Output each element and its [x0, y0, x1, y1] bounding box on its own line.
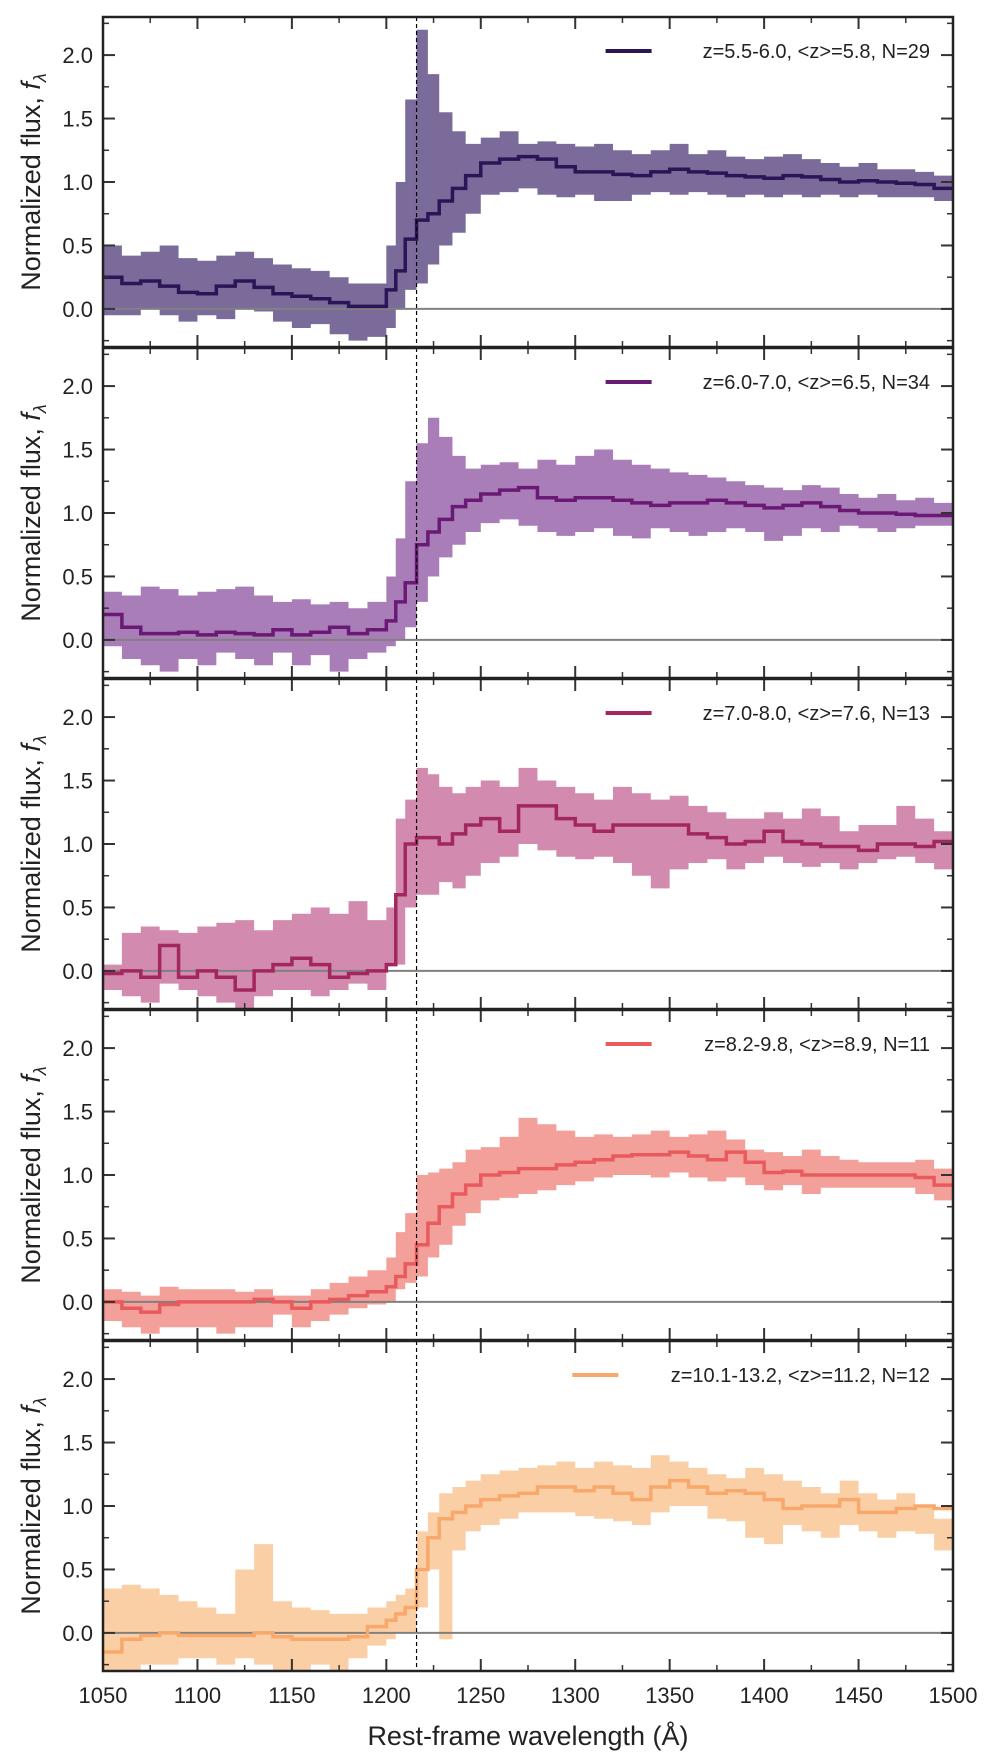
median-spectrum-line — [103, 154, 953, 309]
plot-area-3 — [103, 679, 953, 1009]
y-axis-label-subscript: λ — [30, 404, 50, 414]
legend-label: z=7.0-8.0, <z>=7.6, N=13 — [703, 703, 930, 725]
x-tick-label: 1200 — [362, 1683, 411, 1708]
median-spectrum-line — [103, 1150, 953, 1314]
uncertainty-band — [103, 1455, 953, 1671]
y-tick-label: 2.0 — [62, 1367, 93, 1392]
y-tick-label: 0.0 — [62, 628, 93, 653]
legend-label: z=5.5-6.0, <z>=5.8, N=29 — [703, 41, 930, 63]
y-tick-label: 1.0 — [62, 170, 93, 195]
y-tick-label: 1.5 — [62, 1431, 93, 1456]
x-tick-label: 1450 — [834, 1683, 883, 1708]
median-spectrum-line — [103, 485, 953, 637]
y-axis-label-main: Normalized flux, — [16, 90, 46, 291]
y-axis-label-main: Normalized flux, — [16, 1083, 46, 1284]
y-axis-label-symbol: f — [16, 411, 46, 421]
plot-area-1 — [103, 17, 953, 347]
median-spectrum-line — [103, 1478, 953, 1654]
legend-label: z=6.0-7.0, <z>=6.5, N=34 — [703, 372, 930, 394]
y-axis-label-symbol: f — [16, 80, 46, 90]
x-tick-label: 1300 — [551, 1683, 600, 1708]
panel-4: 0.0 0.5 1.0 1.5 2.0 z=8.2-9.8, <z>=8.9, N=11 N… — [16, 1008, 955, 1342]
legend-label: z=8.2-9.8, <z>=8.9, N=11 — [704, 1034, 930, 1056]
panel-frame — [101, 1339, 955, 1673]
y-tick-label: 1.0 — [62, 1163, 93, 1188]
x-tick-label: 1350 — [645, 1683, 694, 1708]
y-tick-label: 0.5 — [62, 564, 93, 589]
y-tick-label: 2.0 — [62, 705, 93, 730]
y-axis-label-subscript: λ — [30, 1066, 50, 1076]
y-axis-label-subscript: λ — [30, 73, 50, 83]
y-axis-label-subscript: λ — [30, 1397, 50, 1407]
median-spectrum-line — [103, 804, 953, 992]
x-tick-label: 1100 — [174, 1683, 221, 1708]
y-tick-label: 0.5 — [62, 895, 93, 920]
y-axis-label: Normalized flux, fλ — [16, 73, 50, 290]
x-tick-label: 1500 — [929, 1683, 978, 1708]
y-axis-label-symbol: f — [16, 1073, 46, 1083]
y-tick-label: 1.5 — [62, 769, 93, 794]
y-tick-label: 0.0 — [62, 1621, 93, 1646]
plot-area-5 — [103, 1341, 953, 1671]
panel-1: 0.0 0.5 1.0 1.5 2.0 z=5.5-6.0, <z>=5.8, N=29 N… — [16, 15, 955, 349]
y-axis-label: Normalized flux, fλ — [16, 1397, 50, 1614]
x-axis-label: Rest-frame wavelength (Å) — [367, 1720, 688, 1751]
panel-3: 0.0 0.5 1.0 1.5 2.0 z=7.0-8.0, <z>=7.6, N=13 N… — [16, 677, 955, 1011]
y-axis-label-symbol: f — [16, 742, 46, 752]
y-tick-label: 1.5 — [62, 107, 93, 132]
y-tick-label: 0.5 — [62, 233, 93, 258]
plot-area-4 — [103, 1010, 953, 1340]
y-axis-label-main: Normalized flux, — [16, 752, 46, 953]
y-axis-label-subscript: λ — [30, 735, 50, 745]
y-tick-label: 1.5 — [62, 438, 93, 463]
x-tick-label: 1250 — [456, 1683, 505, 1708]
panel-5: 0.0 0.5 1.0 1.5 2.0 z=10.1-13.2, <z>=11.2, N=… — [16, 1339, 978, 1708]
x-tick-label: 1150 — [268, 1683, 315, 1708]
uncertainty-band — [103, 1117, 953, 1334]
y-tick-label: 2.0 — [62, 1036, 93, 1061]
x-tick-label: 1050 — [79, 1683, 128, 1708]
y-tick-label: 0.5 — [62, 1557, 93, 1582]
y-axis-label: Normalized flux, fλ — [16, 1066, 50, 1283]
panel-2: 0.0 0.5 1.0 1.5 2.0 z=6.0-7.0, <z>=6.5, N=34 N… — [16, 346, 955, 680]
plot-area-2 — [103, 348, 953, 678]
y-tick-label: 0.0 — [62, 297, 93, 322]
y-tick-label: 1.0 — [62, 501, 93, 526]
y-axis-label-main: Normalized flux, — [16, 421, 46, 622]
y-tick-label: 0.0 — [62, 959, 93, 984]
panels-layer: 0.0 0.5 1.0 1.5 2.0 z=5.5-6.0, <z>=5.8, N=29 N… — [16, 15, 978, 1708]
x-tick-label: 1400 — [740, 1683, 789, 1708]
y-axis-label-symbol: f — [16, 1404, 46, 1414]
y-axis-label: Normalized flux, fλ — [16, 735, 50, 952]
uncertainty-band — [103, 417, 953, 672]
y-axis-label: Normalized flux, fλ — [16, 404, 50, 621]
y-tick-label: 1.5 — [62, 1100, 93, 1125]
y-axis-label-main: Normalized flux, — [16, 1414, 46, 1615]
uncertainty-band — [103, 767, 953, 1009]
uncertainty-band — [103, 29, 953, 341]
y-tick-label: 0.5 — [62, 1226, 93, 1251]
y-tick-label: 2.0 — [62, 374, 93, 399]
legend-label: z=10.1-13.2, <z>=11.2, N=12 — [671, 1365, 930, 1387]
y-tick-label: 1.0 — [62, 832, 93, 857]
y-tick-label: 1.0 — [62, 1494, 93, 1519]
y-tick-label: 0.0 — [62, 1290, 93, 1315]
y-tick-label: 2.0 — [62, 43, 93, 68]
